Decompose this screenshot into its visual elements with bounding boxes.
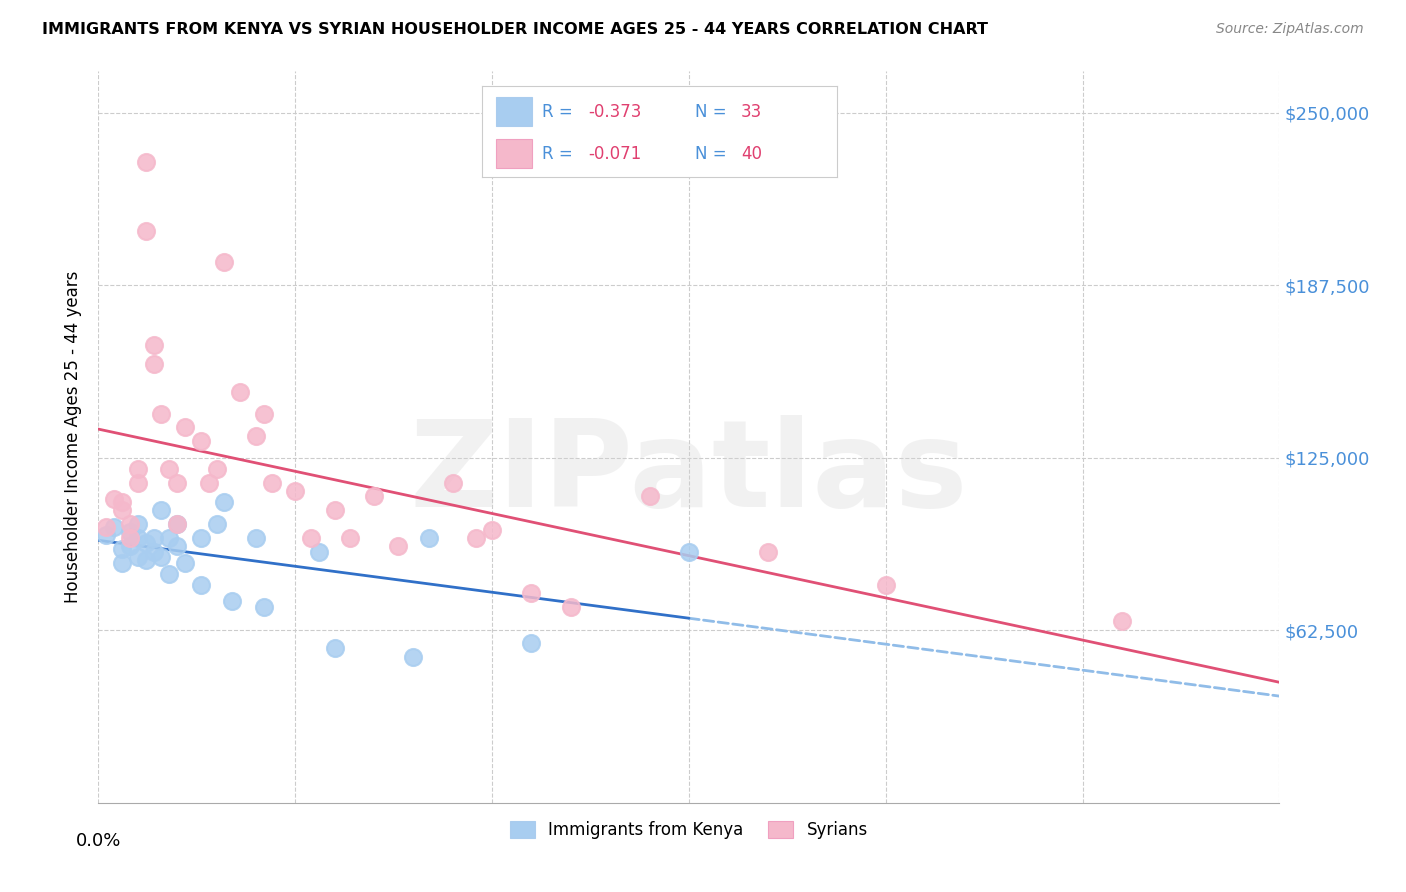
Point <box>465 531 488 545</box>
Point <box>166 475 188 490</box>
Point <box>214 495 236 509</box>
Point <box>127 550 149 565</box>
Point <box>118 531 141 545</box>
Point <box>127 516 149 531</box>
Point <box>245 428 267 442</box>
Point <box>245 531 267 545</box>
Text: IMMIGRANTS FROM KENYA VS SYRIAN HOUSEHOLDER INCOME AGES 25 - 44 YEARS CORRELATIO: IMMIGRANTS FROM KENYA VS SYRIAN HOUSEHOL… <box>42 22 988 37</box>
Point <box>142 357 165 371</box>
Point <box>299 531 322 545</box>
Text: 0.0%: 0.0% <box>76 832 121 850</box>
Point <box>387 539 409 553</box>
Point <box>1111 614 1133 628</box>
Point <box>678 544 700 558</box>
Point <box>520 636 543 650</box>
Point <box>418 531 440 545</box>
Point <box>150 550 173 565</box>
Text: Source: ZipAtlas.com: Source: ZipAtlas.com <box>1216 22 1364 37</box>
Point <box>142 544 165 558</box>
Point <box>323 503 346 517</box>
Point <box>253 599 276 614</box>
Point <box>103 520 125 534</box>
Point <box>339 531 361 545</box>
Point <box>96 528 118 542</box>
Point <box>111 503 134 517</box>
Point <box>229 384 252 399</box>
Point <box>118 516 141 531</box>
Point <box>190 531 212 545</box>
Point <box>308 544 330 558</box>
Point <box>253 407 276 421</box>
Point <box>157 462 180 476</box>
Point <box>560 599 582 614</box>
Point <box>221 594 243 608</box>
Point <box>363 490 385 504</box>
Point <box>150 503 173 517</box>
Point <box>118 539 141 553</box>
Point <box>402 649 425 664</box>
Point <box>166 516 188 531</box>
Point <box>205 516 228 531</box>
Point <box>166 539 188 553</box>
Point <box>111 541 134 556</box>
Point <box>111 556 134 570</box>
Point <box>323 641 346 656</box>
Point <box>205 462 228 476</box>
Point <box>157 531 180 545</box>
Point <box>520 586 543 600</box>
Point <box>260 475 283 490</box>
Point <box>142 531 165 545</box>
Point <box>190 578 212 592</box>
Point <box>127 531 149 545</box>
Point <box>127 462 149 476</box>
Point <box>135 224 157 238</box>
Point <box>441 475 464 490</box>
Point <box>135 155 157 169</box>
Point <box>142 337 165 351</box>
Point <box>127 475 149 490</box>
Point <box>174 420 197 434</box>
Point <box>481 523 503 537</box>
Point <box>284 483 307 498</box>
Point <box>150 407 173 421</box>
Point <box>174 556 197 570</box>
Point <box>190 434 212 449</box>
Point <box>197 475 219 490</box>
Point <box>756 544 779 558</box>
Point <box>638 490 661 504</box>
Point <box>135 553 157 567</box>
Legend: Immigrants from Kenya, Syrians: Immigrants from Kenya, Syrians <box>503 814 875 846</box>
Point <box>166 516 188 531</box>
Point <box>118 525 141 540</box>
Point <box>214 255 236 269</box>
Point <box>157 566 180 581</box>
Point <box>111 495 134 509</box>
Point <box>135 536 157 550</box>
Point <box>96 520 118 534</box>
Point <box>103 492 125 507</box>
Text: ZIPatlas: ZIPatlas <box>409 415 969 533</box>
Y-axis label: Householder Income Ages 25 - 44 years: Householder Income Ages 25 - 44 years <box>65 271 83 603</box>
Point <box>875 578 897 592</box>
